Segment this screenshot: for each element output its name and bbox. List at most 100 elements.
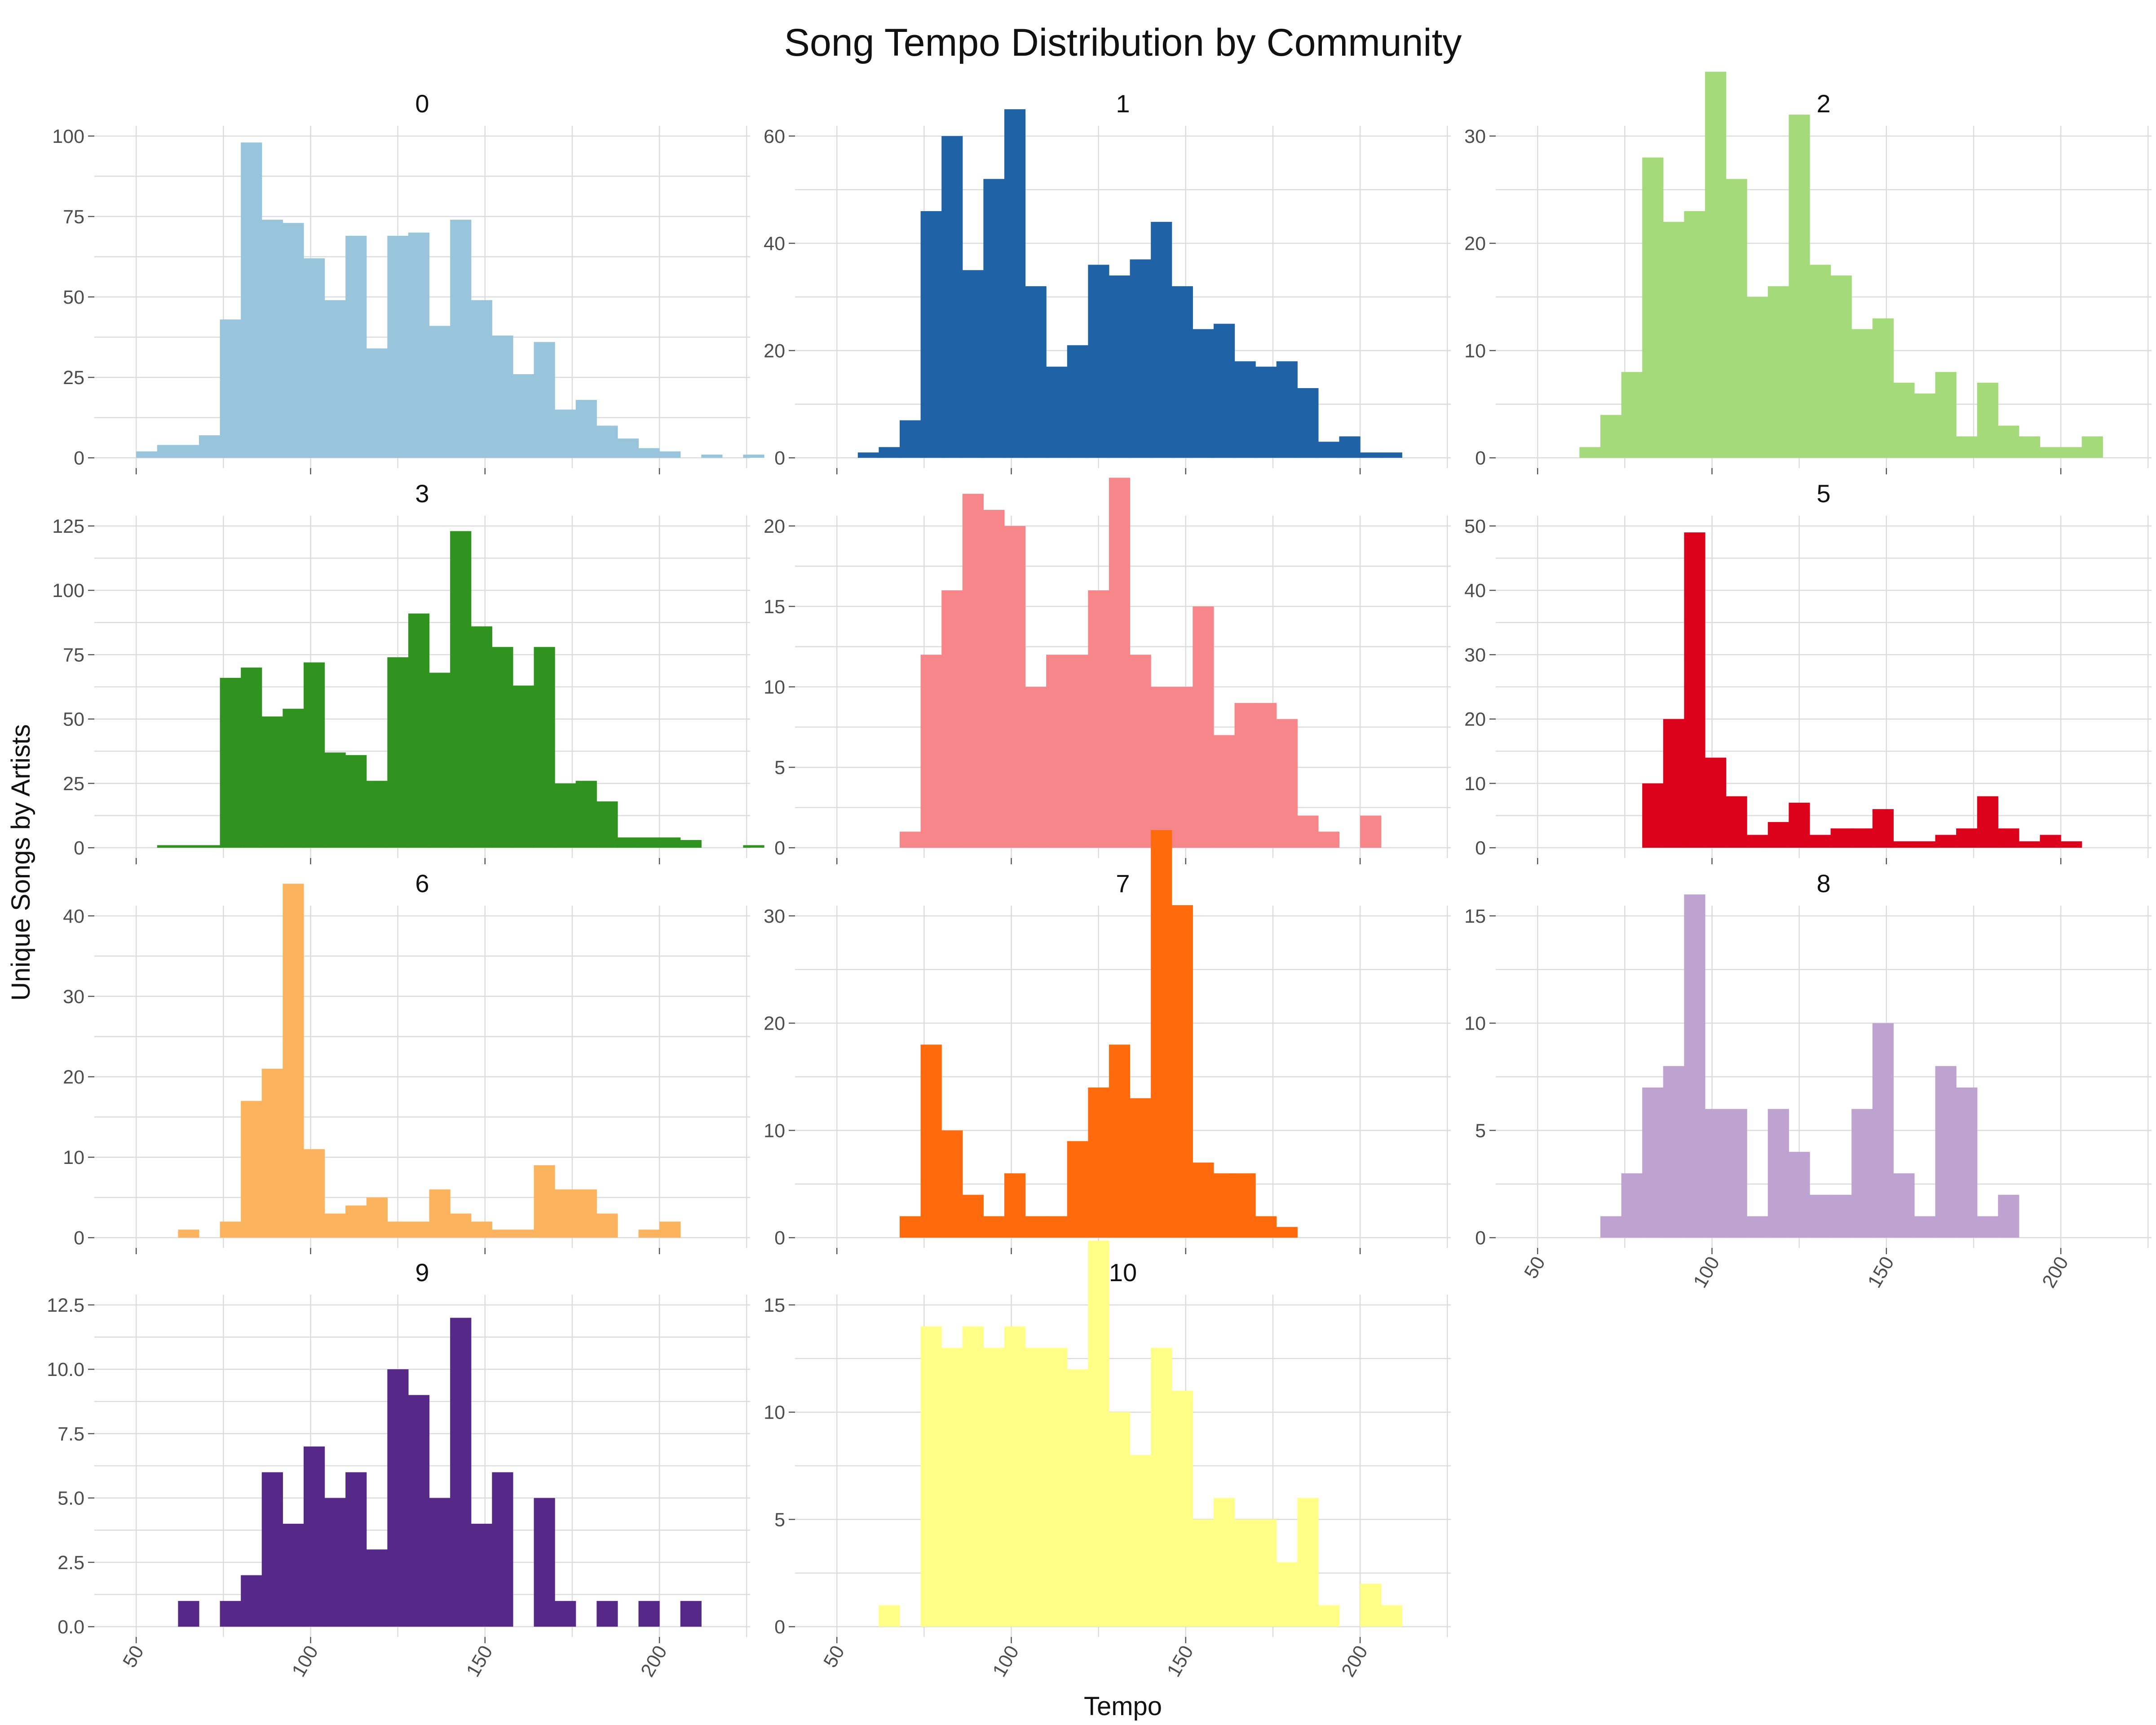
histogram-bar: [220, 1221, 241, 1238]
histogram-bar: [512, 374, 535, 458]
histogram-bar: [199, 435, 221, 458]
histogram-bar: [920, 1326, 942, 1627]
histogram-bar: [596, 801, 618, 848]
histogram-bar: [638, 1601, 660, 1627]
histogram-bar: [1088, 1240, 1109, 1627]
histogram-bar: [1213, 1498, 1235, 1627]
histogram-bar: [1663, 719, 1684, 848]
histogram-bar: [283, 708, 304, 848]
y-tick-label: 0: [1475, 837, 1486, 859]
histogram-bar: [1067, 655, 1088, 848]
y-tick-label: 15: [764, 596, 785, 618]
histogram-bar: [1809, 265, 1831, 458]
y-tick-label: 5: [774, 1509, 785, 1530]
histogram-bar: [879, 1605, 900, 1627]
facet-label: 8: [1816, 869, 1830, 898]
histogram-bar: [1893, 841, 1915, 848]
histogram-bar: [1600, 1216, 1622, 1238]
facet-label: 7: [1116, 869, 1130, 898]
histogram-bar: [1025, 286, 1047, 458]
histogram-bar: [1004, 1326, 1026, 1627]
histogram-bar: [1171, 687, 1193, 848]
histogram-bar: [983, 179, 1005, 458]
histogram-bar: [1956, 1087, 1978, 1238]
y-tick-label: 50: [1464, 516, 1486, 537]
facet-label: 2: [1816, 89, 1830, 118]
histogram-bar: [1109, 275, 1131, 458]
histogram-bar: [1360, 1583, 1382, 1627]
histogram-bar: [1276, 361, 1298, 458]
histogram-bar: [1025, 1348, 1047, 1627]
y-tick-label: 100: [52, 580, 84, 602]
histogram-bar: [1663, 1066, 1684, 1238]
histogram-bar: [136, 451, 158, 458]
histogram-bar: [1297, 815, 1319, 848]
histogram-bar: [899, 1216, 921, 1238]
histogram-bar: [659, 451, 681, 458]
y-tick-label: 100: [52, 126, 84, 147]
histogram-bar: [387, 657, 409, 848]
histogram-bar: [1234, 361, 1256, 458]
y-tick-label: 125: [52, 516, 84, 537]
histogram-bar: [1977, 383, 1998, 458]
x-tick-label: 200: [2038, 1253, 2072, 1292]
y-tick-label: 20: [764, 340, 785, 362]
y-tick-label: 20: [1464, 709, 1486, 730]
histogram-bar: [962, 1326, 984, 1627]
histogram-bar: [2040, 835, 2061, 848]
histogram-bar: [429, 1189, 451, 1238]
histogram-bar: [1851, 329, 1873, 458]
histogram-bar: [617, 837, 639, 848]
y-tick-label: 50: [63, 709, 84, 730]
histogram-bar: [261, 220, 283, 458]
histogram-bar: [345, 755, 367, 848]
facet-label: 3: [415, 479, 429, 508]
y-tick-label: 5: [774, 757, 785, 778]
y-tick-label: 25: [63, 367, 84, 389]
histogram-bar: [2081, 436, 2103, 458]
histogram-bar: [1213, 323, 1235, 458]
histogram-bar: [1726, 179, 1747, 458]
histogram-bar: [1171, 905, 1193, 1238]
histogram-bar: [1276, 719, 1298, 848]
histogram-bar: [303, 1149, 325, 1238]
y-tick-label: 20: [764, 1013, 785, 1035]
histogram-bar: [220, 319, 241, 458]
histogram-bar: [261, 1069, 283, 1238]
histogram-bar: [879, 447, 900, 458]
x-tick-label: 100: [1689, 1253, 1724, 1292]
y-tick-label: 0: [74, 447, 84, 469]
histogram-bar: [743, 454, 764, 458]
histogram-bar: [575, 1189, 597, 1238]
histogram-bar: [408, 232, 430, 458]
histogram-bar: [1297, 1498, 1319, 1627]
histogram-bar: [429, 1498, 451, 1627]
histogram-bar: [1255, 1519, 1277, 1627]
histogram-bar: [2061, 447, 2082, 458]
y-tick-label: 30: [1464, 126, 1486, 147]
y-tick-label: 10: [1464, 1013, 1486, 1035]
x-tick-label: 150: [1864, 1253, 1898, 1292]
histogram-bar: [941, 1348, 963, 1627]
histogram-bar: [1809, 835, 1831, 848]
histogram-bar: [1872, 318, 1894, 458]
histogram-bar: [2019, 436, 2041, 458]
y-tick-label: 0: [1475, 1227, 1486, 1249]
histogram-bar: [575, 781, 597, 848]
histogram-bar: [241, 142, 262, 458]
histogram-bar: [450, 531, 472, 848]
histogram-bar: [1193, 329, 1214, 458]
facet-label: 5: [1816, 479, 1830, 508]
facet-panel-9: 9 0.0 2.5 5.0 7.5 10.0 12.5 50 100 150 200: [47, 1258, 750, 1681]
histogram-bar: [941, 1130, 963, 1238]
histogram-bar: [1213, 1173, 1235, 1238]
histogram-bar: [638, 837, 660, 848]
x-tick-label: 200: [636, 1642, 671, 1681]
histogram-bar: [1684, 532, 1705, 848]
histogram-bar: [983, 1216, 1005, 1238]
histogram-bar: [261, 716, 283, 848]
x-tick-label: 200: [1337, 1642, 1372, 1681]
histogram-bar: [555, 783, 576, 848]
